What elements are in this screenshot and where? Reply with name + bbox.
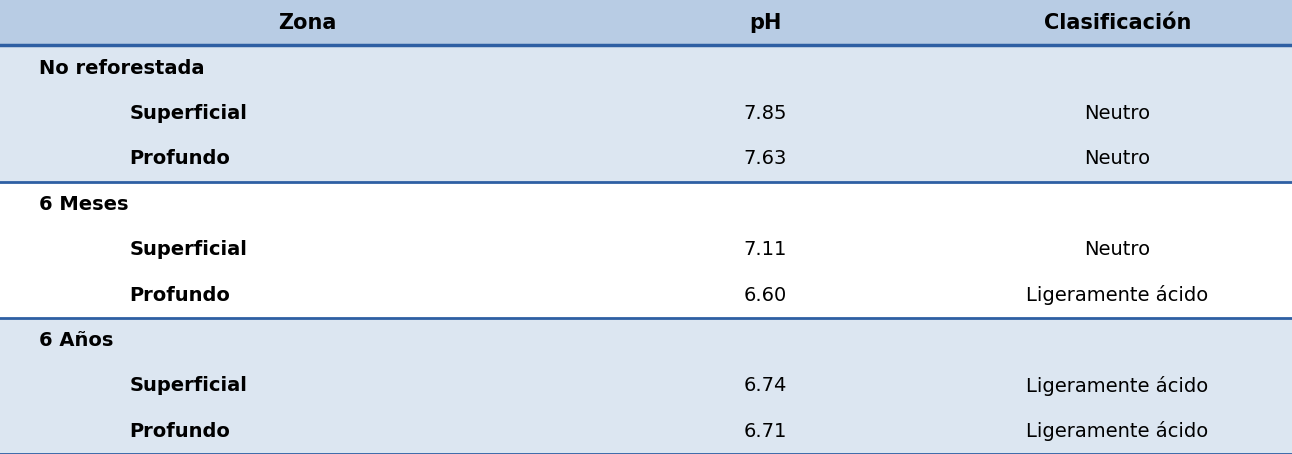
Text: No reforestada: No reforestada [39,59,204,78]
Text: Superficial: Superficial [129,104,247,123]
Bar [0,409,1292,454]
Text: Ligeramente ácido: Ligeramente ácido [1026,421,1209,441]
Bar [0,318,1292,363]
Text: Clasificación: Clasificación [1044,13,1191,33]
Text: 7.11: 7.11 [744,240,787,259]
Bar [0,363,1292,409]
Text: Profundo: Profundo [129,422,230,441]
Text: Ligeramente ácido: Ligeramente ácido [1026,376,1209,396]
Text: Superficial: Superficial [129,376,247,395]
Text: 7.85: 7.85 [744,104,787,123]
Text: 6 Años: 6 Años [39,331,114,350]
Text: Zona: Zona [278,13,336,33]
Text: Neutro: Neutro [1084,240,1151,259]
Text: Profundo: Profundo [129,286,230,305]
Bar [0,227,1292,272]
Text: 6.60: 6.60 [744,286,787,305]
Bar [0,91,1292,136]
Text: Profundo: Profundo [129,149,230,168]
Bar [0,272,1292,318]
Text: Ligeramente ácido: Ligeramente ácido [1026,285,1209,305]
Text: Superficial: Superficial [129,240,247,259]
Bar [0,182,1292,227]
Text: 7.63: 7.63 [744,149,787,168]
Text: 6 Meses: 6 Meses [39,195,128,214]
Text: Neutro: Neutro [1084,104,1151,123]
Bar [0,136,1292,182]
Bar [0,45,1292,91]
Text: 6.74: 6.74 [744,376,787,395]
Bar [0,0,1292,45]
Text: pH: pH [749,13,782,33]
Text: Neutro: Neutro [1084,149,1151,168]
Text: 6.71: 6.71 [744,422,787,441]
